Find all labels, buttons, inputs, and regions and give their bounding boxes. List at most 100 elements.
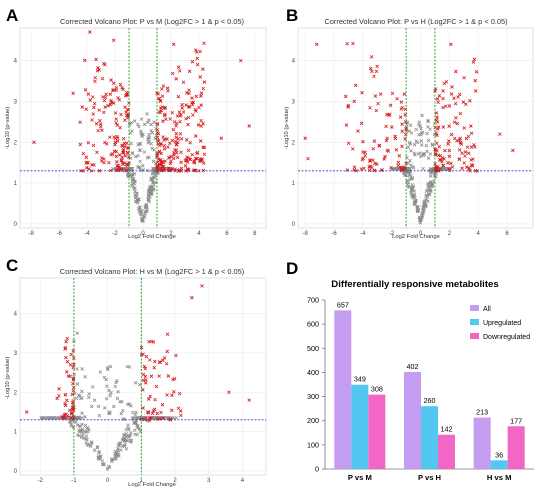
significant-point bbox=[345, 41, 349, 46]
significant-point bbox=[436, 125, 441, 129]
nonsignificant-point bbox=[139, 117, 144, 121]
nonsignificant-point bbox=[107, 388, 111, 393]
nonsignificant-point bbox=[80, 432, 85, 437]
significant-point bbox=[187, 91, 191, 96]
significant-point bbox=[125, 92, 130, 97]
significant-point bbox=[123, 105, 127, 109]
significant-point bbox=[372, 74, 376, 79]
nonsignificant-point bbox=[132, 179, 137, 184]
significant-point bbox=[121, 136, 126, 141]
nonsignificant-point bbox=[137, 427, 142, 431]
significant-point bbox=[88, 98, 93, 102]
significant-point bbox=[96, 66, 100, 70]
nonsignificant-point bbox=[138, 159, 142, 164]
nonsignificant-point bbox=[413, 153, 417, 157]
significant-point bbox=[175, 142, 179, 147]
nonsignificant-point bbox=[40, 416, 44, 420]
nonsignificant-point bbox=[144, 202, 149, 207]
nonsignificant-point bbox=[113, 384, 118, 389]
x-axis-label: Log2 Fold Change bbox=[128, 482, 176, 488]
significant-point bbox=[374, 69, 379, 74]
significant-point bbox=[90, 118, 94, 122]
significant-point bbox=[184, 138, 189, 142]
significant-point bbox=[346, 103, 351, 108]
nonsignificant-point bbox=[131, 416, 135, 420]
significant-point bbox=[193, 48, 198, 52]
nonsignificant-point bbox=[426, 185, 430, 189]
significant-point bbox=[202, 145, 207, 150]
x-tick-label: 2 bbox=[448, 231, 452, 237]
significant-point bbox=[84, 107, 89, 112]
significant-point bbox=[124, 110, 128, 114]
significant-point bbox=[354, 168, 359, 173]
significant-point bbox=[455, 121, 460, 126]
legend-swatch bbox=[470, 305, 479, 311]
significant-point bbox=[361, 139, 365, 144]
significant-point bbox=[70, 392, 75, 397]
nonsignificant-point bbox=[75, 382, 80, 386]
nonsignificant-point bbox=[151, 159, 156, 164]
significant-point bbox=[69, 415, 73, 420]
significant-point bbox=[114, 88, 118, 92]
significant-point bbox=[170, 71, 175, 76]
nonsignificant-point bbox=[89, 440, 94, 444]
significant-point bbox=[447, 148, 452, 153]
nonsignificant-point bbox=[149, 178, 153, 182]
bar-value-label: 349 bbox=[354, 375, 366, 384]
y-tick-label: 4 bbox=[14, 59, 18, 65]
significant-point bbox=[123, 118, 127, 123]
nonsignificant-point bbox=[430, 183, 434, 187]
nonsignificant-point bbox=[171, 416, 176, 420]
y-tick-label: 1 bbox=[292, 181, 296, 187]
nonsignificant-point bbox=[136, 424, 140, 428]
x-tick-label: 8 bbox=[253, 231, 257, 237]
nonsignificant-point bbox=[92, 448, 97, 452]
nonsignificant-point bbox=[150, 146, 155, 151]
nonsignificant-point bbox=[138, 211, 143, 216]
nonsignificant-point bbox=[149, 141, 153, 146]
nonsignificant-point bbox=[421, 166, 425, 171]
significant-point bbox=[167, 155, 171, 160]
significant-point bbox=[449, 92, 454, 96]
nonsignificant-point bbox=[427, 192, 432, 197]
significant-point bbox=[114, 117, 119, 121]
nonsignificant-point bbox=[47, 416, 52, 420]
significant-point bbox=[457, 157, 462, 162]
nonsignificant-point bbox=[151, 167, 155, 171]
significant-point bbox=[171, 377, 175, 382]
significant-point bbox=[64, 355, 68, 360]
nonsignificant-point bbox=[139, 168, 144, 173]
significant-point bbox=[473, 145, 477, 149]
significant-point bbox=[97, 68, 101, 72]
x-tick-label: 0 bbox=[106, 478, 110, 484]
volcano-plot-p-vs-m: Corrected Volcano Plot: P vs M (Log2FC >… bbox=[5, 17, 267, 240]
y-tick-label: 300 bbox=[307, 392, 319, 401]
significant-point bbox=[471, 60, 476, 64]
significant-point bbox=[174, 124, 178, 128]
nonsignificant-point bbox=[113, 454, 118, 458]
significant-point bbox=[84, 165, 89, 170]
significant-point bbox=[160, 402, 165, 407]
significant-point bbox=[177, 110, 182, 114]
nonsignificant-point bbox=[108, 364, 113, 369]
significant-point bbox=[372, 139, 377, 144]
significant-point bbox=[80, 105, 85, 109]
significant-point bbox=[164, 361, 169, 366]
nonsignificant-point bbox=[429, 189, 433, 194]
panel-label-a: A bbox=[6, 6, 18, 25]
significant-point bbox=[382, 157, 387, 161]
significant-point bbox=[71, 91, 75, 96]
bar-value-label: 142 bbox=[441, 425, 453, 434]
significant-point bbox=[163, 112, 167, 117]
nonsignificant-point bbox=[424, 189, 429, 194]
significant-point bbox=[151, 409, 156, 413]
significant-point bbox=[179, 112, 183, 117]
significant-point bbox=[93, 75, 98, 80]
significant-point bbox=[148, 416, 152, 421]
nonsignificant-point bbox=[406, 145, 410, 149]
significant-point bbox=[181, 110, 186, 114]
significant-point bbox=[227, 390, 231, 395]
nonsignificant-point bbox=[135, 416, 140, 420]
nonsignificant-point bbox=[412, 202, 417, 207]
significant-point bbox=[65, 336, 70, 341]
